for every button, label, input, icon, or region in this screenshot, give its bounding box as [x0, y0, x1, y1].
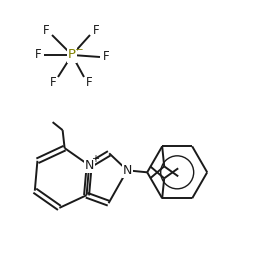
Text: F: F — [103, 51, 109, 64]
Text: P: P — [68, 48, 76, 62]
Text: N: N — [85, 159, 94, 172]
Text: +: + — [91, 154, 99, 164]
Text: F: F — [93, 24, 99, 37]
Text: F: F — [50, 76, 56, 89]
Text: −: − — [75, 45, 83, 55]
Text: F: F — [86, 76, 92, 89]
Text: F: F — [43, 24, 49, 37]
Text: N: N — [123, 164, 132, 177]
Text: F: F — [35, 48, 41, 62]
